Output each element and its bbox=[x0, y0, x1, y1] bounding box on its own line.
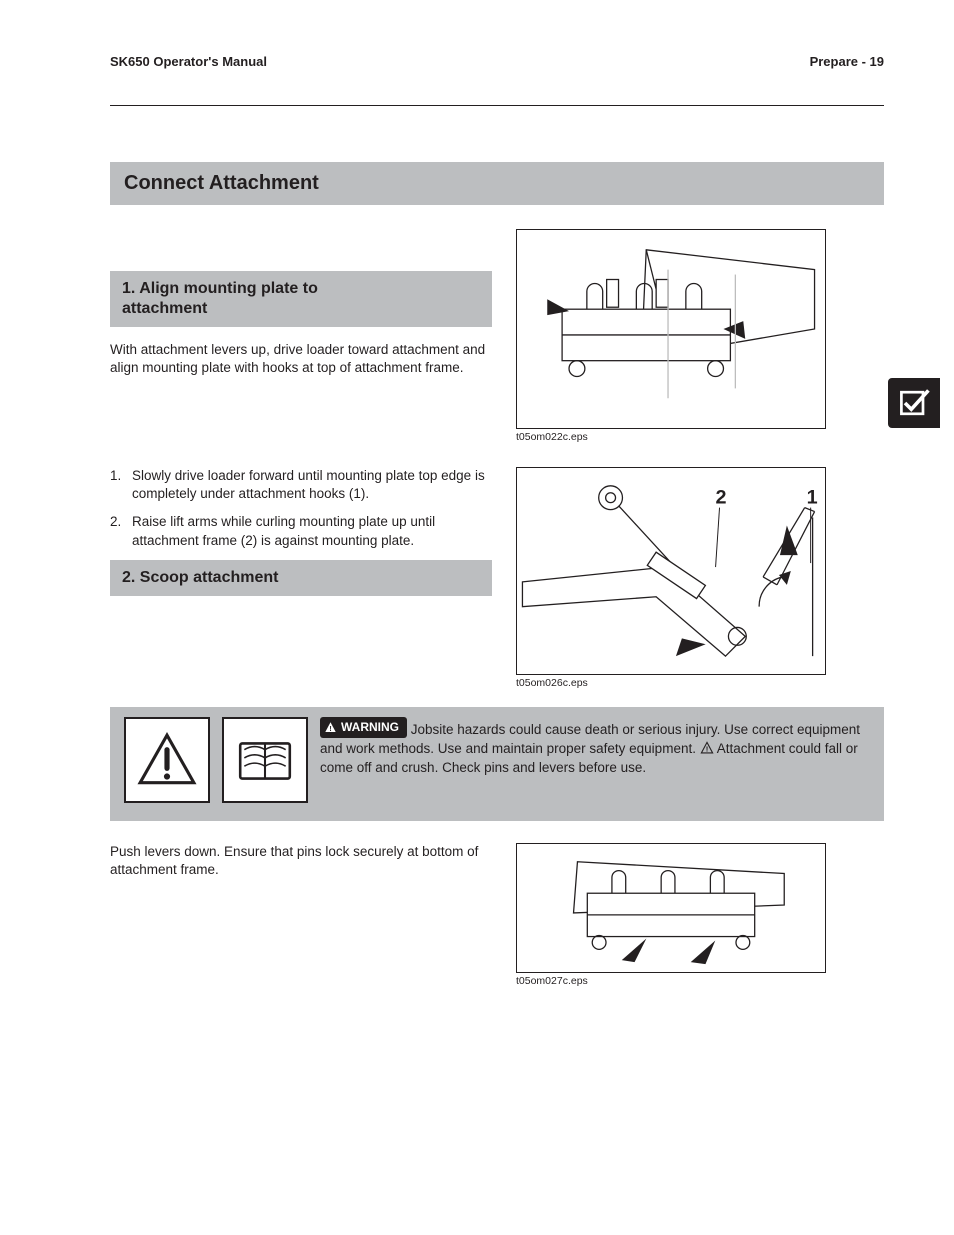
warning-text: ! WARNING Jobsite hazards could cause de… bbox=[320, 717, 870, 778]
figure-1 bbox=[516, 229, 826, 429]
figure-3-caption: t05om027c.eps bbox=[516, 975, 884, 987]
svg-text:!: ! bbox=[329, 725, 331, 733]
step1-body: With attachment levers up, drive loader … bbox=[110, 341, 492, 377]
step1-bar: 1. Align mounting plate to attachment bbox=[110, 271, 492, 327]
figure-3 bbox=[516, 843, 826, 973]
header-right: Prepare - 19 bbox=[810, 54, 884, 69]
warning-pill: ! WARNING bbox=[320, 717, 407, 738]
header-left: SK650 Operator's Manual bbox=[110, 54, 267, 69]
manual-icon bbox=[222, 717, 308, 803]
step2-bar: 2. Scoop attachment bbox=[110, 560, 492, 596]
figure-2: 2 1 bbox=[516, 467, 826, 675]
figure-1-caption: t05om022c.eps bbox=[516, 431, 884, 443]
warning-block: ! WARNING Jobsite hazards could cause de… bbox=[110, 707, 884, 821]
header-rule bbox=[110, 105, 884, 106]
page-tab-check bbox=[888, 378, 940, 428]
step3-body: Push levers down. Ensure that pins lock … bbox=[110, 843, 492, 879]
svg-text:!: ! bbox=[705, 744, 708, 753]
checkbox-icon bbox=[896, 385, 932, 421]
figure-2-caption: t05om026c.eps bbox=[516, 677, 884, 689]
inline-hazard-icon: ! bbox=[700, 741, 714, 755]
section-title: Connect Attachment bbox=[110, 162, 884, 205]
fig2-label-2: 2 bbox=[716, 487, 727, 509]
hazard-triangle-icon bbox=[124, 717, 210, 803]
fig2-label-1: 1 bbox=[807, 487, 818, 509]
step2-list: 1.Slowly drive loader forward until moun… bbox=[110, 467, 492, 550]
